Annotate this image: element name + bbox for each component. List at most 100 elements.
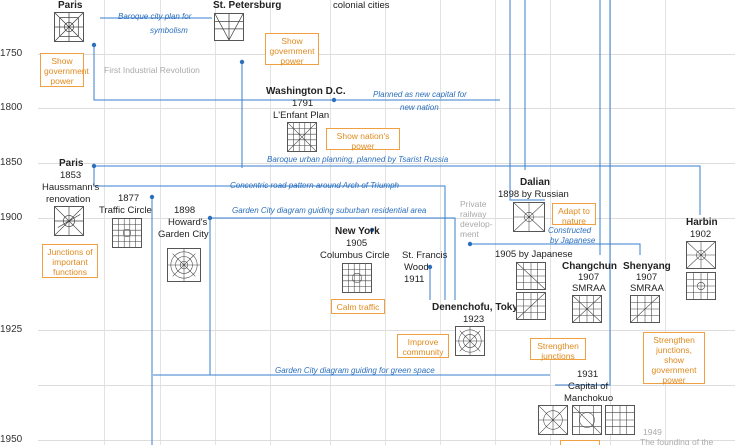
note-garden-city: Garden City diagram guiding suburban res… (232, 206, 427, 215)
howard-desc: Howard's (168, 217, 208, 228)
grid-row-line (38, 330, 735, 331)
shenyang-plan-icon (630, 295, 660, 323)
note-new-capital-b: new nation (400, 103, 439, 112)
first-industrial-revolution: First Industrial Revolution (104, 65, 200, 75)
paris-desc: Haussmann's (42, 182, 100, 193)
lenfant-plan-icon (287, 122, 317, 152)
grid-column-line (440, 0, 441, 445)
note-new-capital: Planned as new capital for (373, 90, 467, 99)
dalian-plan-icon (513, 202, 545, 232)
grid-column-line (610, 0, 611, 445)
columbus-circle-icon (342, 263, 372, 293)
traffic-circle-year: 1877 (118, 193, 140, 204)
traffic-circle: Traffic Circle (99, 205, 152, 216)
year-label: 1925 (0, 324, 23, 335)
shenyang-desc: SMRAA (630, 283, 664, 294)
changchun-year: 1907 (578, 272, 600, 283)
harbin-plan-icon (686, 241, 716, 269)
traffic-circle-icon (112, 218, 142, 248)
year-label: 1800 (0, 102, 23, 113)
note-junctions: Junctions of important functions (42, 244, 98, 278)
trident-plan-icon (214, 13, 244, 41)
note-garden-city-green: Garden City diagram guiding for green sp… (275, 366, 435, 375)
ny-year: 1905 (346, 238, 368, 249)
st-francis: St. Francis (402, 250, 448, 261)
city-denenchofu: Denenchofu, Tokyo (432, 302, 525, 313)
city-paris: Paris (58, 0, 83, 11)
manchokuo-desc-2: Manchokuo (564, 393, 614, 404)
city-washington: Washington D.C. (266, 86, 346, 97)
dalian-desc: 1898 by Russian (498, 189, 569, 200)
manchokuo-desc: Capital of (568, 381, 609, 392)
haussmann-plan-icon (54, 206, 84, 236)
grid-row-line (38, 108, 735, 109)
grid-column-line (495, 0, 496, 445)
st-francis-3: 1911 (404, 274, 425, 285)
dalian-grid-icon (516, 262, 546, 290)
dalian-grid-icon-2 (516, 292, 546, 320)
note-baroque-tsarist: Baroque urban planning, planned by Tsari… (267, 155, 449, 164)
manchokuo-plan-icon-3 (605, 405, 635, 435)
founding-label: The founding of the (640, 437, 714, 445)
dalian-desc-2: 1905 by Japanese (495, 249, 573, 260)
grid-column-line (665, 0, 666, 445)
note-calm-traffic: Calm traffic (331, 299, 385, 314)
grid-column-line (550, 0, 551, 445)
grid-row-line (38, 163, 735, 164)
private-railway-development: Private railway develop- ment (460, 199, 493, 239)
note-baroque-b: symbolism (150, 26, 188, 35)
ny-desc: Columbus Circle (320, 250, 390, 261)
year-label: 1750 (0, 48, 23, 59)
grid-row-line (38, 440, 735, 441)
grid-column-line (270, 0, 271, 445)
grid-column-line (215, 0, 216, 445)
year-label: 1950 (0, 434, 23, 445)
grid-row-line (38, 218, 735, 219)
washington-plan: L'Enfant Plan (273, 110, 330, 121)
note-adapt-to-nature: Adapt to nature (552, 203, 596, 226)
year-1949: 1949 (643, 427, 662, 437)
grid-row-line (38, 54, 735, 55)
note-show-government-power-2: Show government power (265, 33, 319, 66)
note-constructed-b: by Japanese (550, 236, 596, 245)
denenchofu-year: 1923 (463, 314, 485, 325)
note-constructed: Constructed (548, 226, 592, 235)
note-strengthen-junctions-power: Strengthen junctions, show government po… (643, 332, 705, 385)
changchun-plan-icon (572, 295, 602, 323)
note-improve-community: Improve community (397, 334, 449, 358)
colonial-cities: colonial cities (333, 0, 390, 11)
paris-year: 1853 (60, 170, 82, 181)
manchokuo-year: 1931 (577, 369, 599, 380)
city-shenyang: Shenyang (623, 261, 671, 272)
harbin-plan-icon-2 (686, 272, 716, 300)
city-paris-1853: Paris (59, 158, 84, 169)
grid-row-line (38, 385, 735, 386)
harbin-year: 1902 (690, 229, 712, 240)
denenchofu-plan-icon (455, 326, 485, 356)
note-concentric: Concentric road pattern around Arch of T… (230, 181, 399, 190)
note-show-nations-power: Show nation's power (326, 128, 400, 151)
howard-desc-2: Garden City (158, 229, 209, 240)
year-label: 1900 (0, 212, 23, 223)
radial-plan-icon (54, 12, 84, 42)
city-harbin: Harbin (686, 217, 718, 228)
note-show-government-power: Show government power (40, 53, 89, 87)
grid-column-line (330, 0, 331, 445)
city-changchun: Changchun (562, 261, 617, 272)
howard-year: 1898 (174, 205, 196, 216)
grid-column-line (385, 0, 386, 445)
year-label: 1850 (0, 157, 23, 168)
manchokuo-plan-icon-2 (572, 405, 602, 435)
note-strengthen-junctions: Strengthen junctions (530, 338, 586, 361)
shenyang-year: 1907 (636, 272, 658, 283)
paris-desc-2: renovation (46, 194, 91, 205)
city-new-york: New York (335, 226, 380, 237)
garden-city-icon (167, 248, 201, 282)
changchun-desc: SMRAA (572, 283, 606, 294)
note-baroque: Baroque city plan for (118, 12, 192, 21)
st-francis-2: Wood (404, 262, 429, 273)
city-dalian: Dalian (520, 177, 551, 188)
city-st-petersburg: St. Petersburg (213, 0, 282, 11)
washington-year: 1791 (292, 98, 314, 109)
